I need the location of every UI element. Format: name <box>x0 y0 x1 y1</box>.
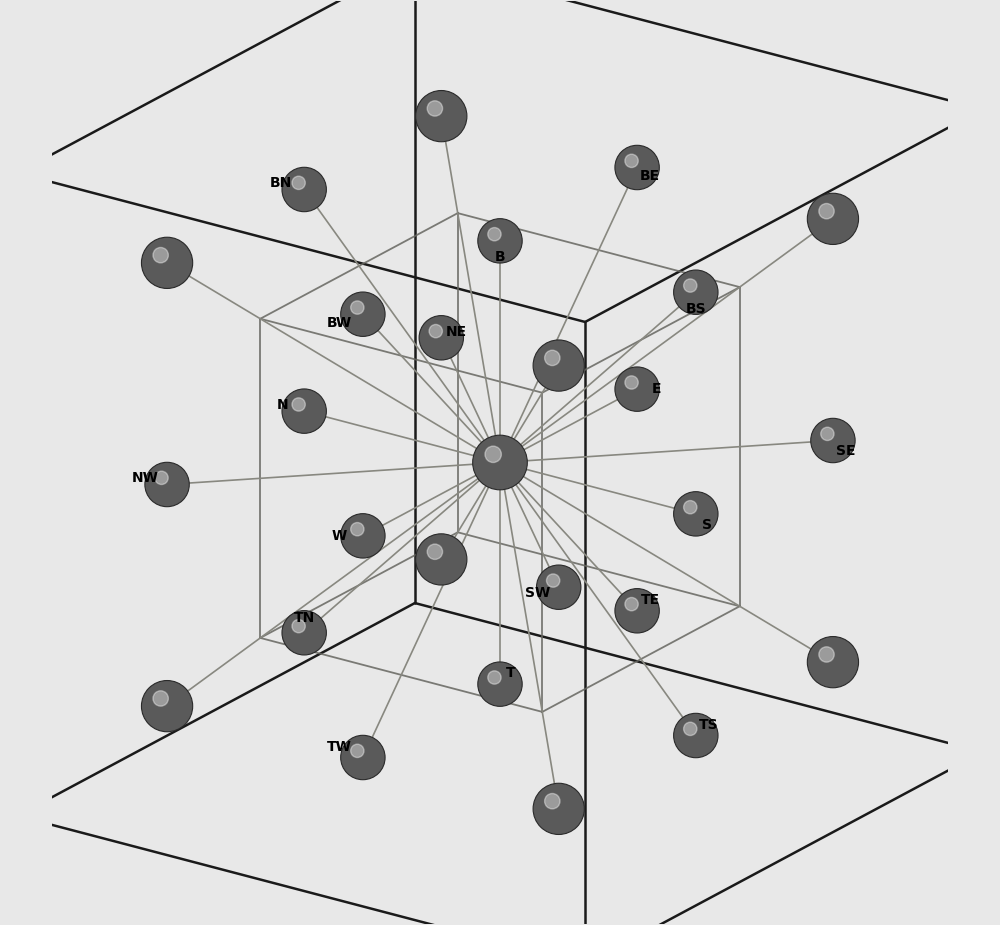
Text: NW: NW <box>132 471 159 485</box>
Circle shape <box>351 745 364 758</box>
Circle shape <box>473 435 527 490</box>
Circle shape <box>292 398 305 411</box>
Circle shape <box>819 204 834 219</box>
Circle shape <box>478 218 522 263</box>
Circle shape <box>416 91 467 142</box>
Circle shape <box>807 636 859 688</box>
Circle shape <box>282 388 326 433</box>
Circle shape <box>429 325 442 338</box>
Circle shape <box>341 735 385 780</box>
Circle shape <box>341 292 385 337</box>
Circle shape <box>292 176 305 190</box>
Circle shape <box>141 681 193 732</box>
Circle shape <box>488 671 501 684</box>
Circle shape <box>141 237 193 289</box>
Text: BS: BS <box>686 302 706 316</box>
Text: T: T <box>506 666 516 681</box>
Circle shape <box>153 248 168 263</box>
Circle shape <box>485 446 501 462</box>
Circle shape <box>282 610 326 655</box>
Circle shape <box>811 418 855 462</box>
Text: SW: SW <box>525 586 550 599</box>
Circle shape <box>545 794 560 808</box>
Circle shape <box>341 513 385 558</box>
Circle shape <box>292 620 305 633</box>
Circle shape <box>674 713 718 758</box>
Circle shape <box>819 647 834 662</box>
Circle shape <box>282 167 326 212</box>
Circle shape <box>155 471 168 485</box>
Circle shape <box>351 523 364 536</box>
Circle shape <box>478 662 522 707</box>
Circle shape <box>684 722 697 735</box>
Circle shape <box>615 367 659 412</box>
Text: BW: BW <box>327 315 352 330</box>
Circle shape <box>533 783 584 834</box>
Circle shape <box>427 101 443 117</box>
Circle shape <box>625 154 638 167</box>
Circle shape <box>537 565 581 610</box>
Circle shape <box>674 492 718 536</box>
Text: TN: TN <box>294 610 315 624</box>
Text: N: N <box>277 398 288 412</box>
Circle shape <box>351 301 364 314</box>
Text: BN: BN <box>269 176 292 190</box>
Circle shape <box>625 376 638 389</box>
Circle shape <box>674 270 718 314</box>
Circle shape <box>153 691 168 706</box>
Text: W: W <box>332 529 347 543</box>
Circle shape <box>419 315 463 360</box>
Text: B: B <box>495 250 505 264</box>
Text: NE: NE <box>446 326 467 339</box>
Circle shape <box>625 598 638 611</box>
Circle shape <box>615 145 659 190</box>
Circle shape <box>546 574 560 587</box>
Circle shape <box>684 279 697 292</box>
Text: S: S <box>702 518 712 532</box>
Text: E: E <box>652 382 661 396</box>
Circle shape <box>615 588 659 633</box>
Text: TS: TS <box>699 718 719 732</box>
Circle shape <box>145 462 189 507</box>
Circle shape <box>416 534 467 585</box>
Circle shape <box>684 500 697 514</box>
Circle shape <box>533 340 584 391</box>
Text: SE: SE <box>836 444 856 458</box>
Circle shape <box>807 193 859 244</box>
Text: TW: TW <box>327 740 352 754</box>
Text: TE: TE <box>640 593 660 607</box>
Circle shape <box>545 351 560 365</box>
Circle shape <box>488 228 501 240</box>
Circle shape <box>821 427 834 440</box>
Circle shape <box>427 544 443 560</box>
Text: BE: BE <box>640 169 660 183</box>
